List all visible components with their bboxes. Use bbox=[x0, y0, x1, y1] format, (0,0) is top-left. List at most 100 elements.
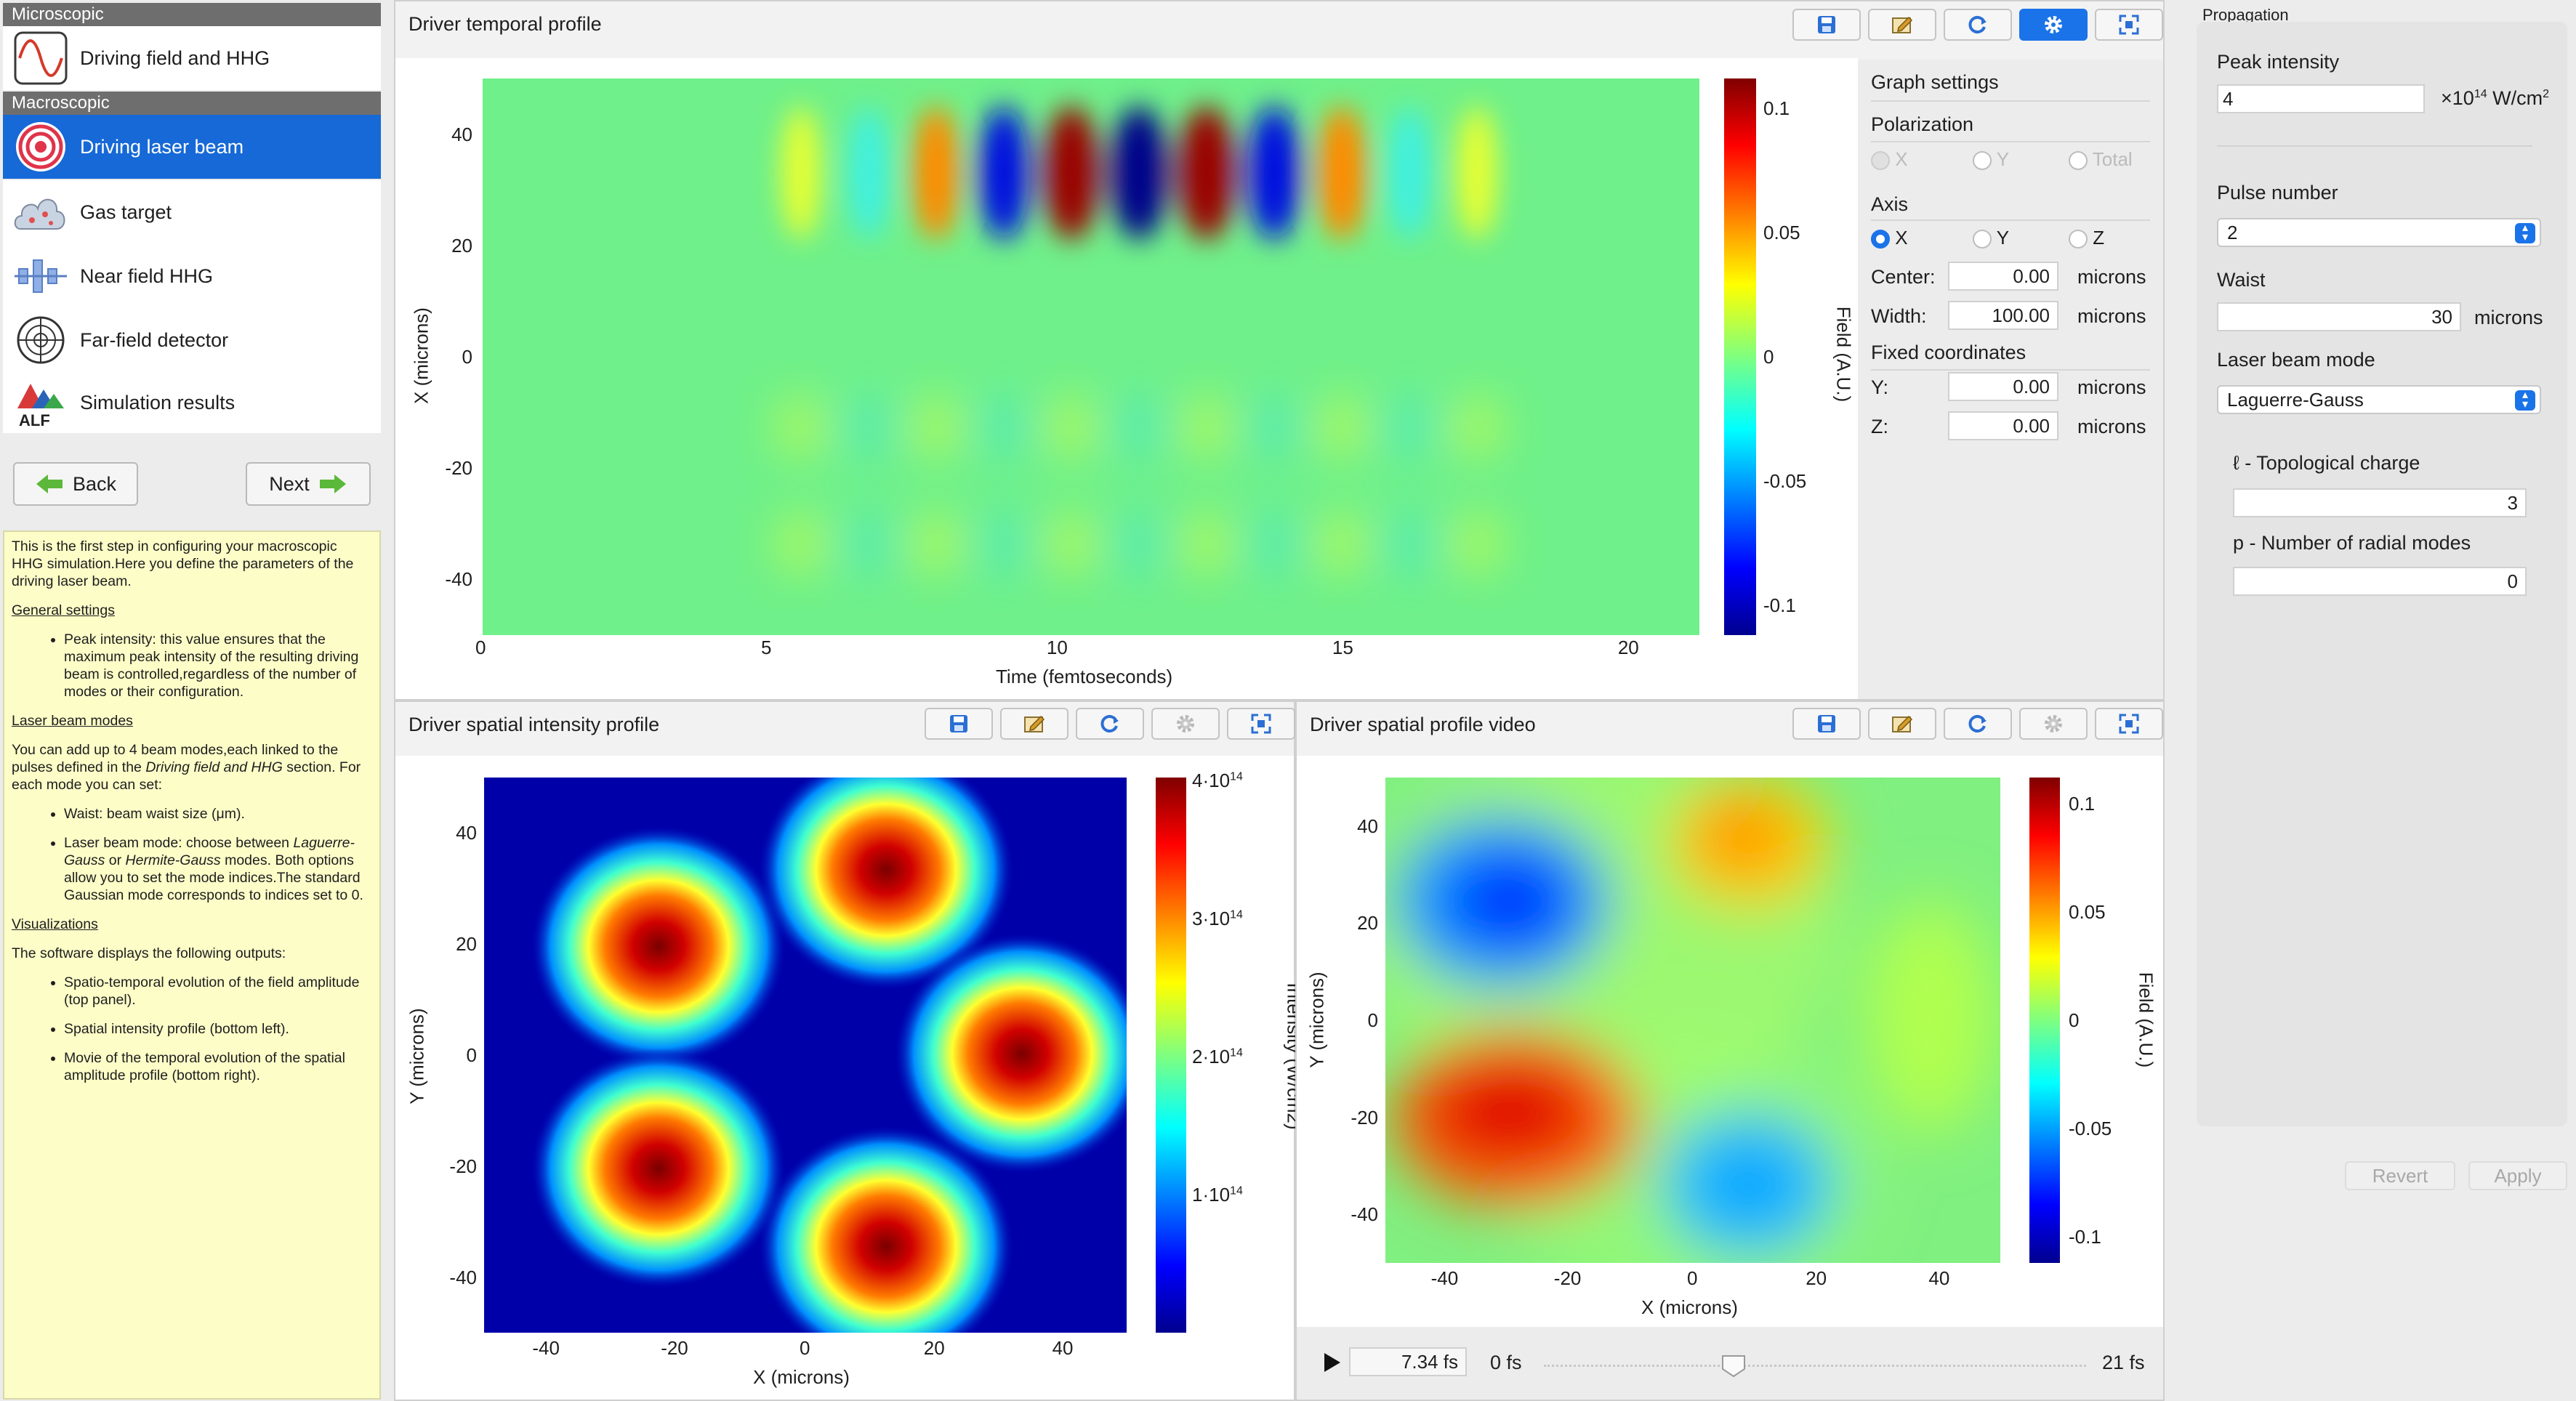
x-axis-label: X (microns) bbox=[753, 1366, 850, 1388]
play-button[interactable] bbox=[1323, 1352, 1342, 1378]
axis-y-radio[interactable]: Y bbox=[1973, 227, 2009, 249]
svg-text:ALF: ALF bbox=[19, 411, 50, 429]
field-ripple bbox=[978, 395, 1030, 459]
tick-label: 20 bbox=[923, 1337, 945, 1359]
time-slider-track[interactable] bbox=[1544, 1365, 2086, 1368]
field-ripple bbox=[1248, 395, 1300, 459]
settings-button[interactable] bbox=[2019, 9, 2088, 41]
alf-logo-icon: ALF bbox=[12, 374, 70, 432]
tick-label: -20 bbox=[449, 1155, 477, 1177]
center-input[interactable]: 0.00 bbox=[1948, 262, 2058, 291]
waist-unit: microns bbox=[2474, 307, 2543, 328]
tick-label: 0 bbox=[475, 637, 486, 658]
axis-label: Axis bbox=[1871, 193, 1909, 215]
pulse-number-select[interactable]: 2 ▴ ▾ bbox=[2217, 218, 2541, 247]
fixed-y-input[interactable]: 0.00 bbox=[1948, 372, 2058, 401]
field-ripple bbox=[1113, 395, 1165, 459]
tick-label: -40 bbox=[532, 1337, 560, 1359]
tick-label: 20 bbox=[1617, 637, 1639, 658]
intensity-lobe bbox=[759, 1126, 1013, 1333]
peak-intensity-unit: ×1014 W/cm2 bbox=[2441, 87, 2549, 109]
tick-label: -0.05 bbox=[1763, 469, 1807, 492]
tick-label: 40 bbox=[456, 822, 477, 844]
refresh-button[interactable] bbox=[1944, 708, 2012, 740]
help-item: Movie of the temporal evolution of the s… bbox=[64, 1049, 372, 1084]
field-oscillation-blob bbox=[1110, 106, 1168, 240]
gear-icon bbox=[2045, 16, 2062, 33]
sidebar-item-gas-target[interactable]: Gas target bbox=[3, 180, 381, 244]
play-icon bbox=[1324, 1353, 1340, 1372]
field-oscillation-blob bbox=[1317, 106, 1367, 240]
intensity-lobe bbox=[759, 778, 1013, 990]
tick-label: 0.05 bbox=[1763, 222, 1800, 244]
radial-modes-input[interactable]: 0 bbox=[2233, 567, 2527, 596]
intensity-lobe bbox=[895, 934, 1127, 1174]
apply-button[interactable]: Apply bbox=[2468, 1161, 2567, 1190]
intensity-toolbar bbox=[925, 708, 1295, 740]
sidebar-item-driving-field[interactable]: Driving field and HHG bbox=[3, 26, 381, 90]
sidebar-item-far-field[interactable]: Far-field detector bbox=[3, 308, 381, 372]
radial-modes-label: p - Number of radial modes bbox=[2233, 532, 2471, 554]
panel-title: Driver spatial profile video bbox=[1310, 714, 1536, 735]
tick-label: -0.1 bbox=[1763, 594, 1796, 616]
tick-label: 40 bbox=[1357, 815, 1378, 837]
field-ripple bbox=[1180, 512, 1233, 576]
back-label: Back bbox=[72, 472, 117, 495]
fixed-z-input[interactable]: 0.00 bbox=[1948, 411, 2058, 440]
save-button[interactable] bbox=[925, 708, 993, 740]
save-icon bbox=[950, 715, 967, 732]
tick-label: 0 bbox=[1687, 1267, 1698, 1289]
save-button[interactable] bbox=[1792, 9, 1861, 41]
laser-mode-select[interactable]: Laguerre-Gauss ▴ ▾ bbox=[2217, 385, 2541, 414]
refresh-button[interactable] bbox=[1944, 9, 2012, 41]
tick-label: 5 bbox=[760, 637, 772, 658]
arrow-right-icon bbox=[319, 475, 346, 493]
fullscreen-button[interactable] bbox=[2095, 708, 2163, 740]
next-button[interactable]: Next bbox=[246, 462, 371, 506]
sidebar-item-driving-laser-beam[interactable]: Driving laser beam bbox=[3, 115, 381, 179]
field-ripple bbox=[910, 512, 962, 576]
fixed-coords-label: Fixed coordinates bbox=[1871, 342, 2026, 363]
edit-button[interactable] bbox=[1000, 708, 1068, 740]
settings-button[interactable] bbox=[2019, 708, 2088, 740]
section-microscopic: Microscopic bbox=[3, 3, 381, 26]
field-ripple bbox=[842, 512, 895, 576]
waist-input[interactable]: 30 bbox=[2217, 302, 2461, 331]
colorbar-label: Field (A.U.) bbox=[2135, 972, 2157, 1068]
save-button[interactable] bbox=[1792, 708, 1861, 740]
edit-button[interactable] bbox=[1868, 9, 1936, 41]
field-ripple bbox=[910, 395, 962, 459]
x-axis-label: Time (femtoseconds) bbox=[996, 666, 1173, 687]
revert-button[interactable]: Revert bbox=[2345, 1161, 2455, 1190]
width-input[interactable]: 100.00 bbox=[1948, 301, 2058, 330]
detector-icon bbox=[12, 311, 70, 369]
tick-label: 10 bbox=[1046, 637, 1068, 658]
tick-label: 15 bbox=[1332, 637, 1353, 658]
back-button[interactable]: Back bbox=[13, 462, 138, 506]
refresh-button[interactable] bbox=[1076, 708, 1144, 740]
axis-z-radio[interactable]: Z bbox=[2069, 227, 2104, 249]
help-modes-intro: You can add up to 4 beam modes,each link… bbox=[12, 742, 361, 793]
field-ripple bbox=[1383, 395, 1436, 459]
next-label: Next bbox=[269, 472, 310, 495]
sidebar-item-simulation-results[interactable]: ALF Simulation results bbox=[3, 372, 381, 433]
width-unit: microns bbox=[2077, 305, 2146, 327]
help-heading-visualizations: Visualizations bbox=[12, 916, 98, 932]
polarization-y-radio[interactable]: Y bbox=[1973, 148, 2009, 171]
video-toolbar bbox=[1792, 708, 2163, 740]
polarization-x-radio[interactable]: X bbox=[1871, 148, 1908, 171]
tick-label: -0.1 bbox=[2069, 1226, 2101, 1248]
fullscreen-button[interactable] bbox=[1227, 708, 1295, 740]
field-oscillation-blob bbox=[1387, 106, 1432, 240]
settings-button[interactable] bbox=[1151, 708, 1220, 740]
polarization-total-radio[interactable]: Total bbox=[2069, 148, 2133, 171]
topological-charge-input[interactable]: 3 bbox=[2233, 488, 2527, 517]
fullscreen-button[interactable] bbox=[2095, 9, 2163, 41]
tick-label: 0.1 bbox=[2069, 792, 2096, 815]
axis-x-radio[interactable]: X bbox=[1871, 227, 1908, 249]
sidebar-item-near-field[interactable]: Near field HHG bbox=[3, 244, 381, 308]
edit-button[interactable] bbox=[1868, 708, 1936, 740]
time-slider-thumb[interactable] bbox=[1721, 1354, 1746, 1378]
field-oscillation-blob bbox=[978, 106, 1030, 240]
peak-intensity-input[interactable]: 4 bbox=[2217, 84, 2425, 113]
